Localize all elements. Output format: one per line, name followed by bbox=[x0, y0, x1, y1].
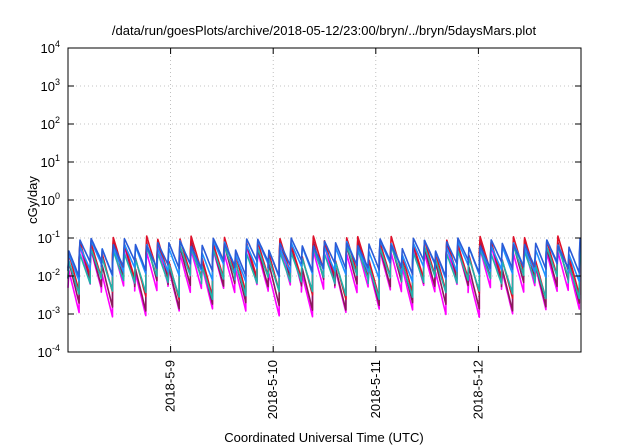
ticks: 10-4 10-3 10-2 10-1 100 101 102 103 104 2018-5-9 2… bbox=[38, 39, 581, 419]
series-layer bbox=[67, 235, 581, 319]
y-tick-label: 100 bbox=[41, 191, 60, 208]
y-axis-label: cGy/day bbox=[25, 176, 40, 224]
y-tick-label: 10-3 bbox=[38, 305, 60, 322]
y-tick-label: 10-4 bbox=[38, 343, 60, 360]
y-tick-label: 104 bbox=[41, 39, 60, 56]
chart-title: /data/run/goesPlots/archive/2018-05-12/2… bbox=[112, 23, 537, 38]
x-tick-label: 2018-5-12 bbox=[470, 360, 485, 419]
y-tick-label: 103 bbox=[41, 77, 60, 94]
x-tick-label: 2018-5-9 bbox=[163, 360, 178, 412]
x-tick-label: 2018-5-10 bbox=[265, 360, 280, 419]
y-tick-label: 102 bbox=[41, 115, 60, 132]
y-tick-label: 101 bbox=[41, 153, 60, 170]
grid bbox=[68, 48, 581, 352]
y-tick-label: 10-1 bbox=[38, 229, 60, 246]
y-tick-label: 10-2 bbox=[38, 267, 60, 284]
x-tick-label: 2018-5-11 bbox=[368, 360, 383, 418]
series-line bbox=[67, 237, 581, 278]
x-axis-label: Coordinated Universal Time (UTC) bbox=[224, 430, 423, 445]
